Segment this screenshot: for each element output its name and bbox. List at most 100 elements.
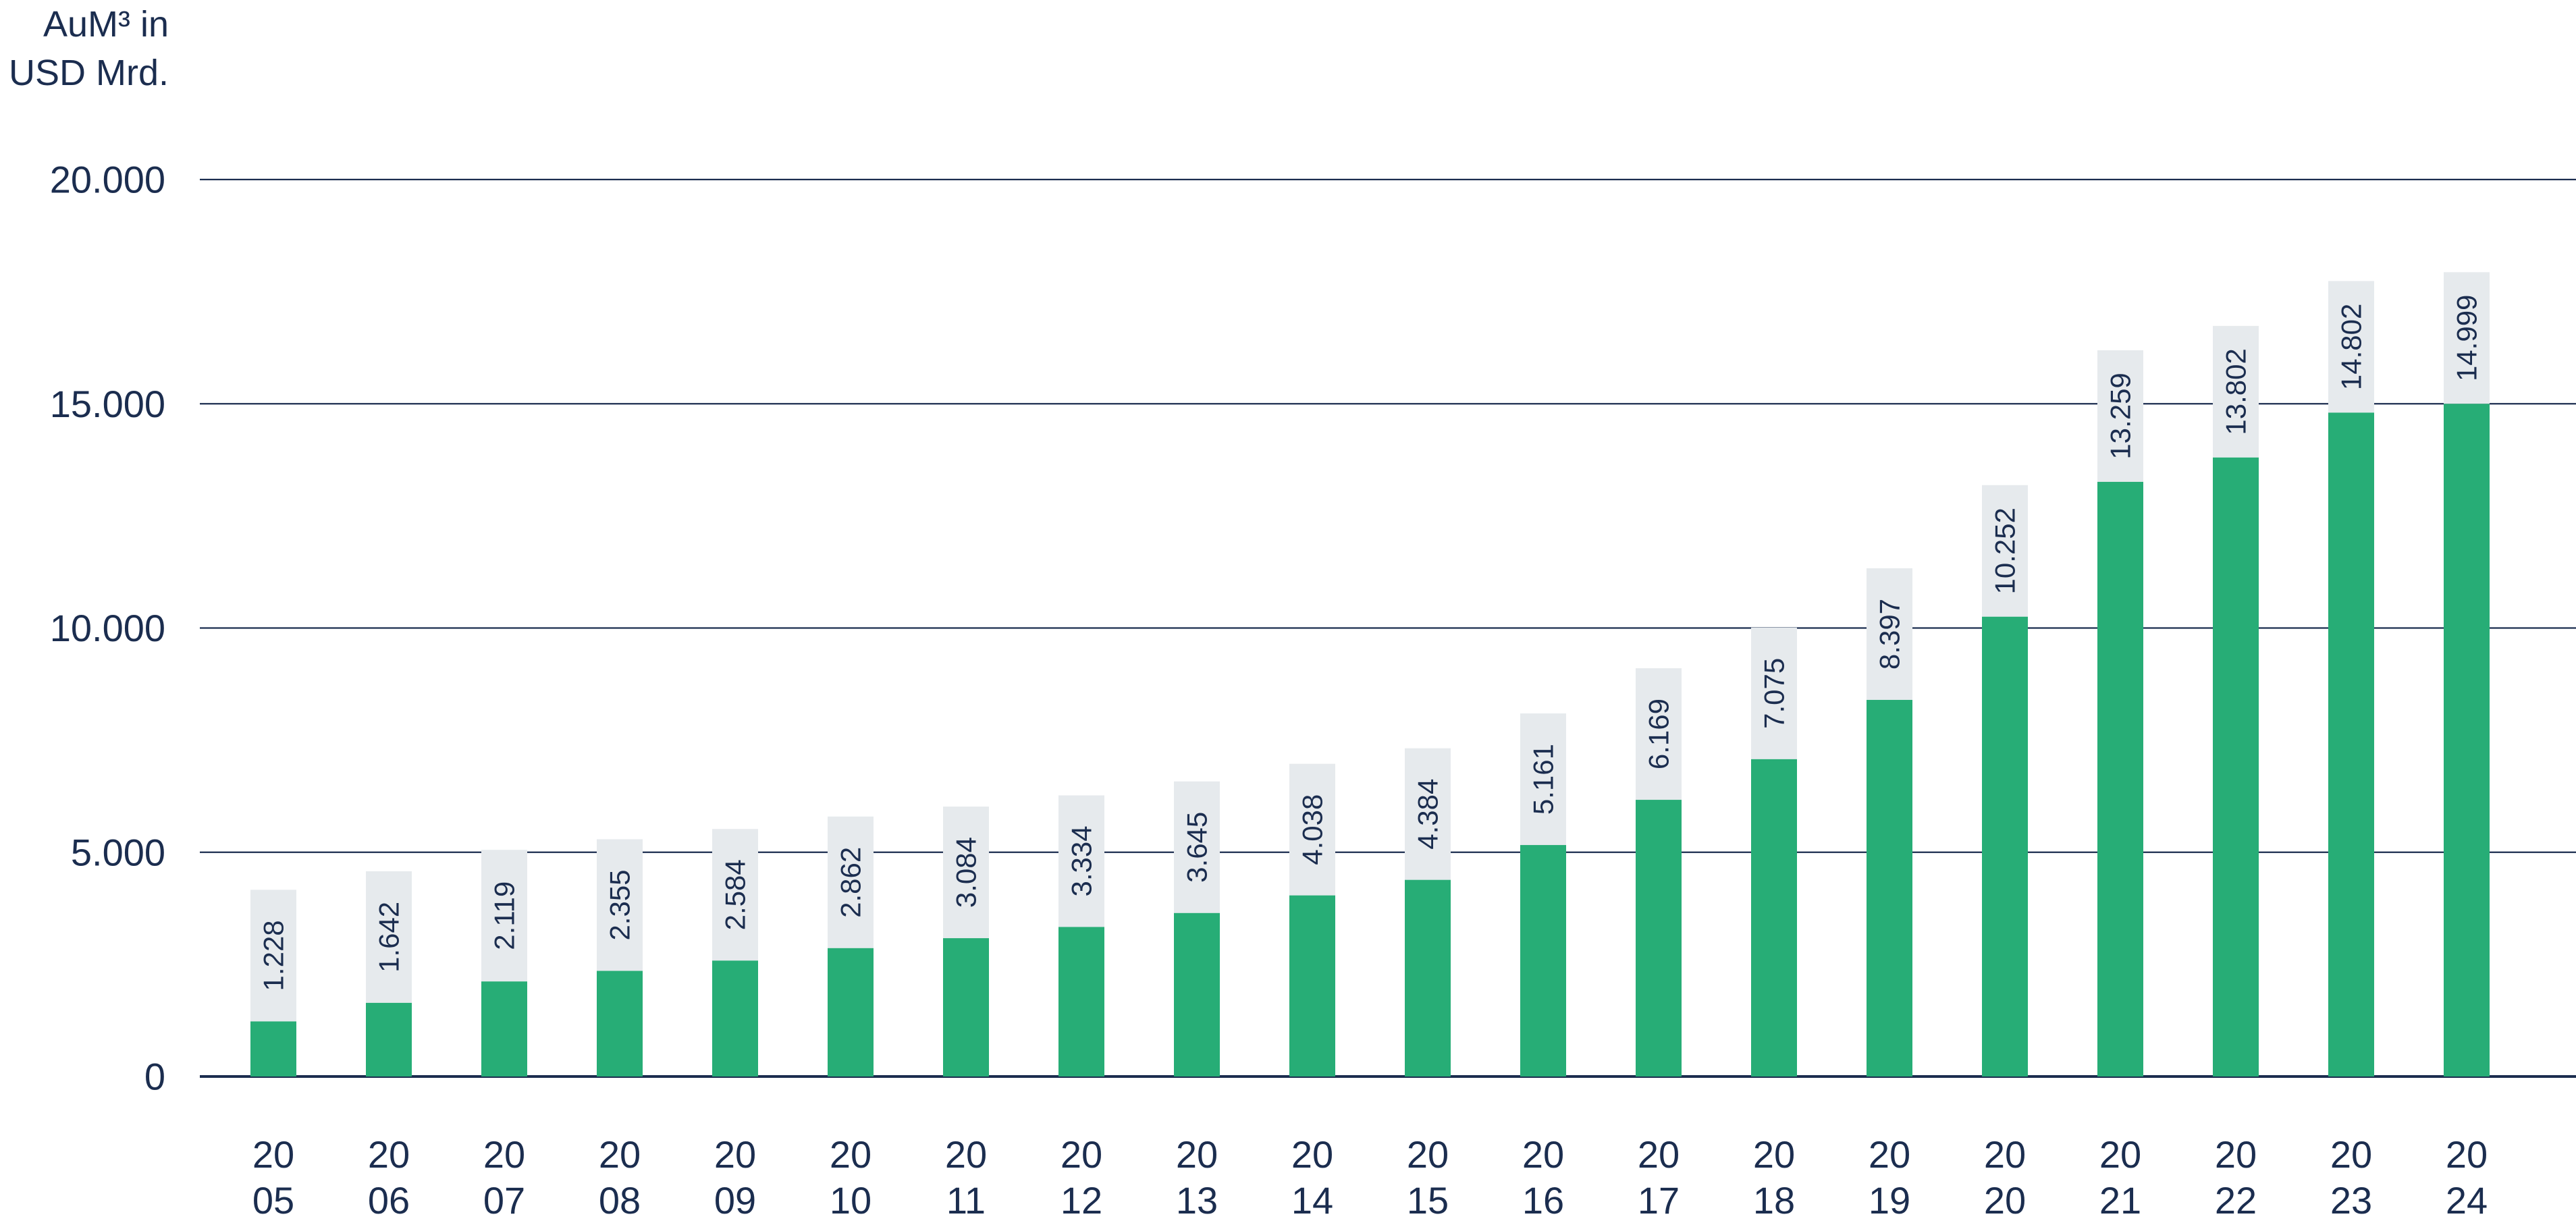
x-tick-label-line-1: 20 bbox=[1291, 1133, 1333, 1176]
x-tick-label-line-1: 20 bbox=[1753, 1133, 1795, 1176]
x-tick-label-line-1: 20 bbox=[599, 1133, 641, 1176]
x-tick-label-line-1: 20 bbox=[2099, 1133, 2141, 1176]
value-label-box bbox=[1058, 795, 1104, 927]
x-tick-label-line-2: 22 bbox=[2215, 1179, 2257, 1222]
y-tick-label: 20.000 bbox=[50, 159, 165, 201]
x-tick-label-line-2: 21 bbox=[2099, 1179, 2141, 1222]
bar bbox=[597, 971, 643, 1076]
value-label-box bbox=[366, 871, 412, 1003]
y-axis-title-line-2: USD Mrd. bbox=[8, 53, 169, 93]
value-label-box bbox=[597, 839, 643, 971]
x-tick-label-line-2: 07 bbox=[483, 1179, 525, 1222]
x-tick-label-line-1: 20 bbox=[1869, 1133, 1910, 1176]
bar bbox=[1867, 700, 1912, 1076]
value-label-box bbox=[1289, 763, 1335, 896]
value-label: 14.999 bbox=[2451, 295, 2483, 381]
value-label-box bbox=[1636, 668, 1682, 800]
bars: 1.228 1.642 2.119 2.355 2.584 2.862 3.084 3.334… bbox=[250, 272, 2490, 1076]
bar bbox=[366, 1002, 412, 1076]
value-label: 1.642 bbox=[373, 902, 405, 973]
value-label-box bbox=[2097, 350, 2143, 482]
x-tick-label-line-1: 20 bbox=[1638, 1133, 1680, 1176]
bar bbox=[1520, 845, 1566, 1076]
value-label: 3.084 bbox=[950, 837, 982, 908]
bar bbox=[1982, 616, 2028, 1076]
value-label: 3.645 bbox=[1181, 812, 1213, 883]
x-tick-label-line-2: 14 bbox=[1291, 1179, 1333, 1222]
gridlines bbox=[200, 178, 2576, 1078]
value-label: 3.334 bbox=[1066, 825, 1098, 896]
value-label: 2.584 bbox=[720, 859, 751, 930]
x-tick-label-line-2: 17 bbox=[1638, 1179, 1680, 1222]
value-label: 8.397 bbox=[1874, 599, 1906, 670]
x-tick-label-line-2: 16 bbox=[1522, 1179, 1564, 1222]
bar bbox=[2097, 481, 2143, 1076]
bar bbox=[2213, 457, 2259, 1076]
x-axis-ticks: 2005200620072008200920102011201220132014… bbox=[252, 1133, 2488, 1222]
value-label: 6.169 bbox=[1643, 699, 1675, 769]
bar bbox=[250, 1021, 296, 1076]
x-tick-label-line-1: 20 bbox=[1522, 1133, 1564, 1176]
x-tick-label-line-2: 23 bbox=[2330, 1179, 2372, 1222]
bar bbox=[2444, 404, 2490, 1076]
value-label: 14.802 bbox=[2336, 304, 2367, 390]
y-tick-label: 10.000 bbox=[50, 607, 165, 649]
x-tick-label-line-2: 20 bbox=[1984, 1179, 2026, 1222]
value-label-box bbox=[1520, 713, 1566, 846]
value-label: 10.252 bbox=[1989, 508, 2021, 594]
bar bbox=[1289, 895, 1335, 1076]
bar bbox=[1174, 912, 1220, 1076]
bar bbox=[712, 960, 758, 1076]
bar bbox=[943, 938, 989, 1076]
y-axis-title-line-1: AuM³ in bbox=[43, 4, 169, 45]
value-label: 2.862 bbox=[835, 847, 867, 918]
value-label: 13.802 bbox=[2220, 348, 2252, 435]
value-label-box bbox=[2328, 281, 2374, 413]
value-label-box bbox=[1751, 627, 1797, 759]
bar bbox=[1058, 927, 1104, 1076]
value-label-box bbox=[2213, 325, 2259, 458]
x-tick-label-line-2: 15 bbox=[1407, 1179, 1449, 1222]
value-label: 1.228 bbox=[258, 920, 290, 991]
x-tick-label-line-2: 09 bbox=[714, 1179, 756, 1222]
value-label-box bbox=[250, 890, 296, 1022]
value-label: 13.259 bbox=[2105, 373, 2137, 459]
x-tick-label-line-2: 18 bbox=[1753, 1179, 1795, 1222]
value-label-box bbox=[1174, 781, 1220, 913]
x-tick-label-line-1: 20 bbox=[1061, 1133, 1102, 1176]
x-tick-label-line-1: 20 bbox=[1407, 1133, 1449, 1176]
y-axis-ticks: 0 5.000 10.000 15.000 20.000 bbox=[50, 159, 165, 1098]
bar bbox=[1751, 759, 1797, 1076]
x-tick-label-line-2: 24 bbox=[2446, 1179, 2488, 1222]
x-tick-label-line-1: 20 bbox=[483, 1133, 525, 1176]
y-tick-label: 0 bbox=[144, 1056, 165, 1098]
x-tick-label-line-2: 06 bbox=[368, 1179, 410, 1222]
value-label-box bbox=[2444, 272, 2490, 404]
y-axis-title: AuM³ in USD Mrd. bbox=[0, 0, 169, 97]
value-label: 2.119 bbox=[489, 881, 520, 950]
x-tick-label-line-1: 20 bbox=[1984, 1133, 2026, 1176]
y-tick-label: 15.000 bbox=[50, 383, 165, 425]
x-tick-label-line-2: 13 bbox=[1176, 1179, 1218, 1222]
bar bbox=[1405, 879, 1451, 1076]
x-tick-label-line-2: 08 bbox=[599, 1179, 641, 1222]
x-tick-label-line-1: 20 bbox=[368, 1133, 410, 1176]
x-tick-label-line-2: 12 bbox=[1061, 1179, 1102, 1222]
value-label-box bbox=[1982, 485, 2028, 617]
y-tick-label: 5.000 bbox=[71, 831, 165, 873]
x-tick-label-line-2: 11 bbox=[946, 1179, 986, 1222]
value-label-box bbox=[1405, 748, 1451, 880]
x-tick-label-line-1: 20 bbox=[2215, 1133, 2257, 1176]
x-tick-label-line-1: 20 bbox=[1176, 1133, 1218, 1176]
bar bbox=[1636, 800, 1682, 1076]
bar bbox=[481, 981, 527, 1076]
value-label: 4.038 bbox=[1297, 794, 1329, 865]
value-label-box bbox=[712, 829, 758, 961]
x-tick-label-line-1: 20 bbox=[714, 1133, 756, 1176]
x-tick-label-line-1: 20 bbox=[2330, 1133, 2372, 1176]
bar bbox=[2328, 412, 2374, 1076]
bar bbox=[828, 948, 874, 1076]
value-label: 7.075 bbox=[1759, 658, 1790, 729]
x-tick-label-line-2: 10 bbox=[830, 1179, 871, 1222]
